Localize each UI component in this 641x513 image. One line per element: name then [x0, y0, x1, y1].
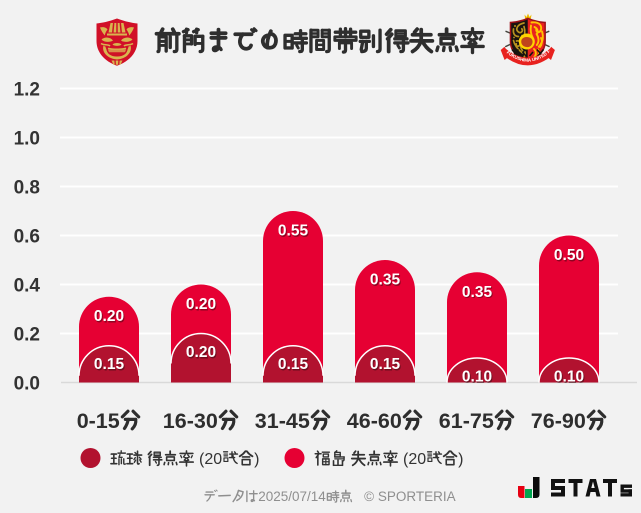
svg-text:0.10: 0.10 [554, 369, 584, 386]
svg-text:2025/07/14: 2025/07/14 [258, 489, 326, 504]
svg-text:0.6: 0.6 [14, 226, 40, 247]
svg-text:0.15: 0.15 [370, 356, 401, 373]
svg-text:0.10: 0.10 [462, 369, 492, 386]
svg-text:0.15: 0.15 [94, 356, 125, 373]
svg-text:0.4: 0.4 [14, 275, 41, 296]
svg-text:0.0: 0.0 [14, 373, 40, 394]
svg-text:): ) [458, 451, 463, 468]
svg-text:0.15: 0.15 [278, 356, 309, 373]
svg-text:SPORTERIA: SPORTERIA [378, 489, 456, 504]
svg-text:16-30: 16-30 [163, 409, 218, 433]
svg-text:0.55: 0.55 [278, 223, 309, 240]
svg-text:76-90: 76-90 [531, 409, 586, 433]
svg-text:46-60: 46-60 [347, 409, 402, 433]
svg-text:): ) [254, 451, 259, 468]
svg-text:(20: (20 [199, 451, 222, 468]
svg-text:0.20: 0.20 [186, 344, 216, 361]
svg-text:1.0: 1.0 [14, 128, 40, 149]
svg-text:0.35: 0.35 [462, 284, 493, 301]
svg-text:0.35: 0.35 [370, 272, 401, 289]
svg-text:(20: (20 [403, 451, 426, 468]
svg-text:1.2: 1.2 [14, 79, 40, 100]
svg-text:61-75: 61-75 [439, 409, 494, 433]
svg-text:0.20: 0.20 [94, 308, 124, 325]
svg-text:0.8: 0.8 [14, 177, 40, 198]
svg-text:©: © [364, 489, 374, 504]
svg-text:0.2: 0.2 [14, 324, 40, 345]
svg-text:0.20: 0.20 [186, 296, 216, 313]
svg-text:0.50: 0.50 [554, 247, 584, 264]
svg-text:31-45: 31-45 [255, 409, 310, 433]
svg-text:0-15: 0-15 [77, 409, 120, 433]
